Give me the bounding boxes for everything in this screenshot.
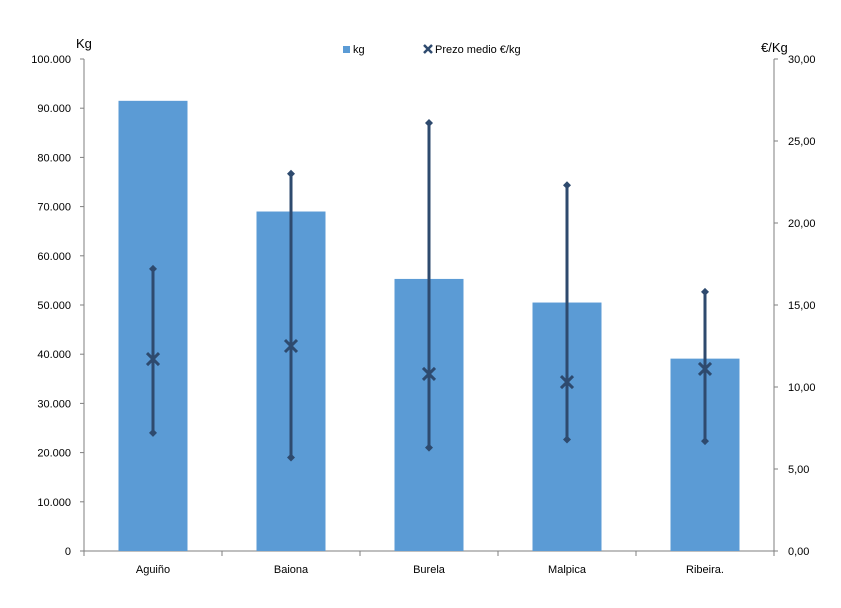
left-tick-label: 50.000 [37, 300, 71, 312]
left-tick-label: 90.000 [37, 103, 71, 115]
left-tick-label: 60.000 [37, 251, 71, 263]
legend: kg Prezo medio €/kg [343, 44, 521, 56]
price-mean-marker [559, 375, 575, 390]
price-high-marker [701, 287, 709, 296]
legend-x-mark [423, 44, 433, 54]
price-mean-marker [697, 361, 713, 377]
price-low-marker [701, 437, 709, 446]
y-right-axis-label: €/Kg [761, 40, 788, 55]
legend-label-kg: kg [353, 44, 365, 56]
price-low-marker [563, 435, 571, 444]
category-label: Baiona [274, 564, 309, 576]
price-mean-marker [421, 366, 437, 381]
right-tick-label: 0,00 [788, 546, 809, 558]
right-ticks: 0,00 5,00 10,00 15,00 20,00 25,00 30,00 [774, 54, 816, 558]
left-tick-label: 100.000 [31, 54, 71, 66]
price-high-marker [425, 118, 433, 127]
left-tick-label: 10.000 [37, 497, 71, 509]
bars [118, 100, 740, 551]
error-bars [149, 118, 709, 462]
left-ticks: 0 10.000 20.000 30.000 40.000 50.000 60.000 70.… [31, 54, 84, 558]
category-label: Aguiño [136, 564, 170, 576]
price-high-marker [287, 169, 295, 178]
left-tick-label: 80.000 [37, 152, 71, 164]
price-low-marker [425, 443, 433, 452]
legend-swatch-kg [343, 46, 350, 53]
price-high-marker [563, 181, 571, 190]
x-ticks: Aguiño Baiona Burela Malpica Ribeira. [83, 551, 775, 576]
price-high-marker [149, 264, 157, 273]
category-label: Malpica [548, 564, 587, 576]
price-mean-marker [145, 352, 161, 367]
category-label: Burela [413, 564, 446, 576]
legend-label-price: Prezo medio €/kg [435, 44, 521, 56]
price-low-marker [149, 428, 157, 437]
price-mean-marker [283, 338, 299, 354]
right-tick-label: 5,00 [788, 464, 809, 476]
right-tick-label: 20,00 [788, 218, 816, 230]
price-markers [145, 338, 713, 390]
left-tick-label: 20.000 [37, 448, 71, 460]
right-tick-label: 15,00 [788, 300, 816, 312]
category-label: Ribeira. [686, 564, 724, 576]
price-low-marker [287, 453, 295, 462]
right-tick-label: 10,00 [788, 382, 816, 394]
left-tick-label: 0 [65, 546, 71, 558]
right-tick-label: 30,00 [788, 54, 816, 66]
left-tick-label: 70.000 [37, 202, 71, 214]
left-tick-label: 40.000 [37, 349, 71, 361]
right-tick-label: 25,00 [788, 136, 816, 148]
y-left-axis-label: Kg [76, 36, 92, 51]
left-tick-label: 30.000 [37, 398, 71, 410]
legend-marker-price [423, 44, 433, 54]
